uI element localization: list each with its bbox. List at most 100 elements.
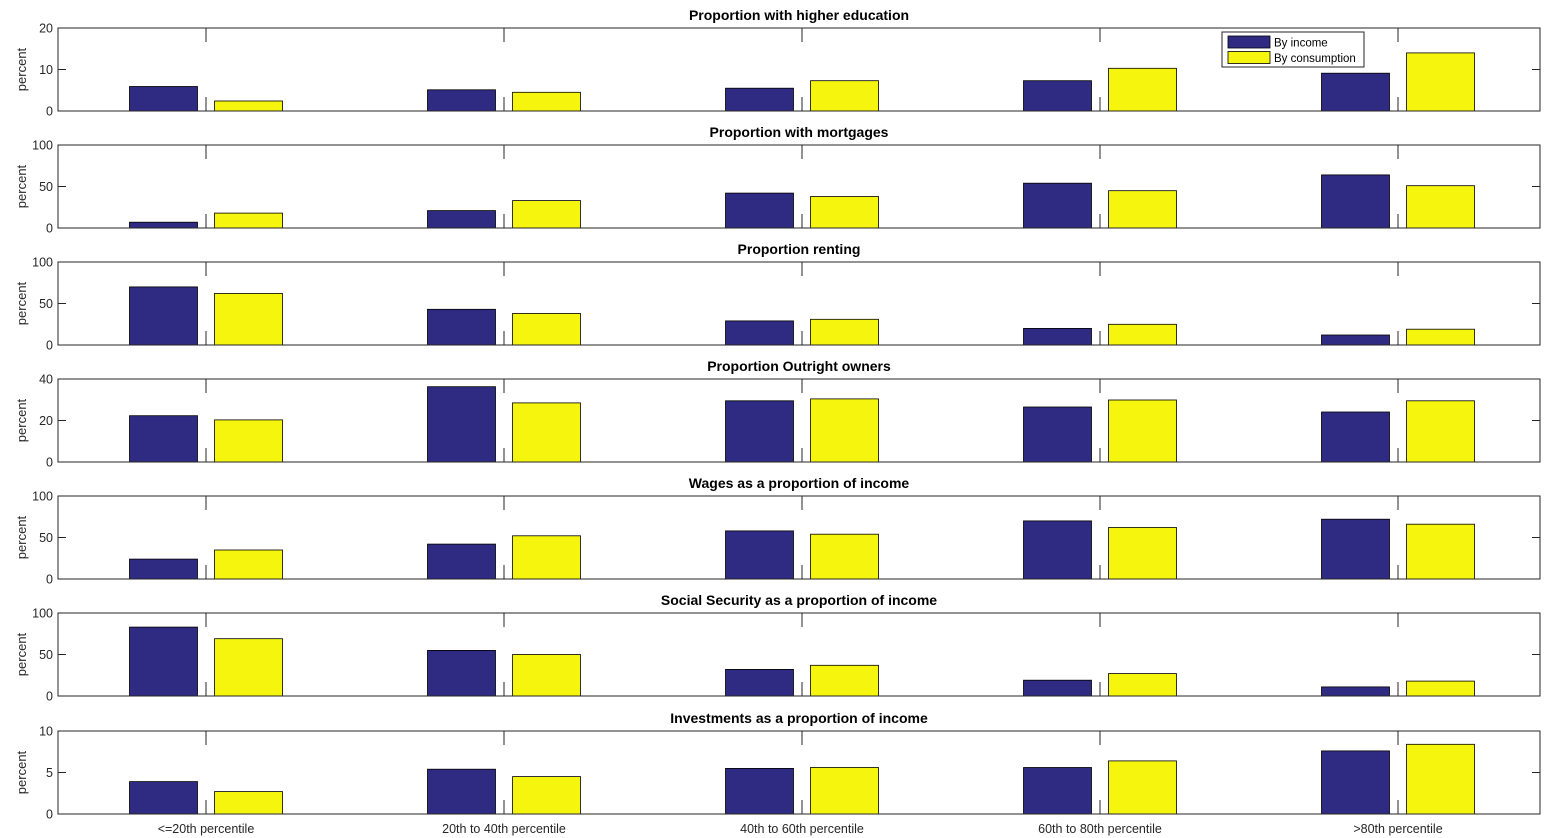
bar-by-consumption-2 (512, 776, 581, 815)
subplot-4: 0 20 40 Proportion Outright owners percent (14, 358, 1541, 470)
bar-by-consumption-1 (214, 293, 283, 346)
bar-by-income-4 (1023, 679, 1092, 697)
bar-by-consumption-3 (810, 398, 879, 463)
bar-by-income-3 (725, 669, 794, 697)
bar-by-consumption-3 (810, 767, 879, 815)
bar-by-consumption-5 (1406, 328, 1475, 346)
bar-by-income-4 (1023, 520, 1092, 580)
subplot-title: Proportion renting (738, 241, 861, 257)
bar-by-income-1 (129, 558, 198, 580)
bar-by-income-1 (129, 286, 198, 346)
subplot-title: Proportion Outright owners (707, 358, 891, 374)
subplot-3: 0 50 100 Proportion renting percent (14, 241, 1541, 353)
x-tick-label: 20th to 40th percentile (442, 822, 566, 836)
y-axis-label: percent (14, 47, 29, 91)
subplot-6: 0 50 100 Social Security as a proportion of… (14, 592, 1541, 704)
y-axis-label: percent (14, 750, 29, 794)
subplot-title: Wages as a proportion of income (689, 475, 910, 491)
y-tick-label: 20 (39, 414, 53, 428)
bar-by-income-1 (129, 221, 198, 229)
y-tick-label: 50 (39, 531, 53, 545)
y-tick-label: 100 (32, 607, 53, 621)
bar-by-income-2 (427, 650, 496, 697)
bar-by-consumption-5 (1406, 523, 1475, 580)
bar-by-consumption-4 (1108, 760, 1177, 815)
bar-by-consumption-4 (1108, 399, 1177, 463)
x-tick-label: >80th percentile (1353, 822, 1442, 836)
bar-by-consumption-1 (214, 549, 283, 580)
bar-by-income-2 (427, 768, 496, 815)
y-tick-label: 0 (46, 808, 53, 822)
bar-by-consumption-2 (512, 402, 581, 463)
subplot-5: 0 50 100 Wages as a proportion of income per… (14, 475, 1541, 587)
bar-by-income-5 (1321, 72, 1390, 112)
bar-by-consumption-5 (1406, 52, 1475, 112)
bar-by-consumption-2 (512, 654, 581, 697)
y-tick-label: 50 (39, 648, 53, 662)
y-axis-label: percent (14, 398, 29, 442)
bar-by-income-1 (129, 626, 198, 697)
bar-by-consumption-5 (1406, 680, 1475, 697)
bar-by-income-3 (725, 768, 794, 815)
bar-by-income-4 (1023, 182, 1092, 229)
bar-by-income-1 (129, 781, 198, 815)
x-tick-label: <=20th percentile (158, 822, 255, 836)
x-tick-label: 60th to 80th percentile (1038, 822, 1162, 836)
bar-by-consumption-1 (214, 212, 283, 229)
bar-by-income-4 (1023, 767, 1092, 815)
y-tick-label: 10 (39, 63, 53, 77)
subplot-1: 0 10 20 Proportion with higher education per… (14, 7, 1541, 119)
bar-by-income-3 (725, 87, 794, 112)
legend-label: By consumption (1274, 53, 1356, 65)
bar-by-income-2 (427, 386, 496, 463)
legend-swatch-by-income (1227, 35, 1271, 49)
bar-by-consumption-1 (214, 419, 283, 463)
subplot-7: 0 5 10 Investments as a proportion of incom… (14, 710, 1541, 836)
bar-by-consumption-3 (810, 533, 879, 580)
bar-by-consumption-3 (810, 196, 879, 229)
y-axis-label: percent (14, 632, 29, 676)
bar-by-income-3 (725, 192, 794, 229)
bar-by-consumption-1 (214, 100, 283, 112)
y-tick-label: 5 (46, 766, 53, 780)
bar-by-consumption-1 (214, 638, 283, 697)
bar-by-income-3 (725, 320, 794, 346)
bar-by-consumption-1 (214, 791, 283, 815)
legend: By income By consumption (1221, 31, 1365, 68)
bar-by-consumption-2 (512, 200, 581, 229)
bar-by-consumption-5 (1406, 400, 1475, 463)
bar-by-income-3 (725, 530, 794, 580)
bar-by-income-5 (1321, 411, 1390, 463)
legend-swatch-by-consumption (1227, 51, 1271, 64)
bar-by-consumption-5 (1406, 185, 1475, 229)
y-tick-label: 50 (39, 180, 53, 194)
bar-by-consumption-4 (1108, 527, 1177, 580)
subplot-title: Proportion with mortgages (710, 124, 889, 140)
bar-by-income-1 (129, 415, 198, 463)
bar-by-income-3 (725, 400, 794, 463)
y-tick-label: 0 (46, 222, 53, 236)
bar-by-consumption-4 (1108, 190, 1177, 229)
bar-by-consumption-3 (810, 80, 879, 112)
y-tick-label: 100 (32, 490, 53, 504)
y-axis-label: percent (14, 281, 29, 325)
subplot-2: 0 50 100 Proportion with mortgages percent (14, 124, 1541, 236)
bar-by-consumption-4 (1108, 673, 1177, 697)
bar-by-consumption-2 (512, 91, 581, 112)
bar-by-consumption-4 (1108, 323, 1177, 346)
bar-by-consumption-3 (810, 664, 879, 697)
y-axis-label: percent (14, 515, 29, 559)
bar-by-consumption-4 (1108, 67, 1177, 112)
y-axis-label: percent (14, 164, 29, 208)
y-tick-label: 0 (46, 690, 53, 704)
y-tick-label: 0 (46, 339, 53, 353)
subplot-title: Proportion with higher education (689, 7, 909, 23)
bar-by-income-5 (1321, 686, 1390, 697)
bar-by-income-2 (427, 89, 496, 112)
bar-by-income-1 (129, 86, 198, 112)
y-tick-label: 0 (46, 456, 53, 470)
x-tick-label: 40th to 60th percentile (740, 822, 864, 836)
bar-by-consumption-2 (512, 313, 581, 346)
bar-by-income-5 (1321, 174, 1390, 229)
